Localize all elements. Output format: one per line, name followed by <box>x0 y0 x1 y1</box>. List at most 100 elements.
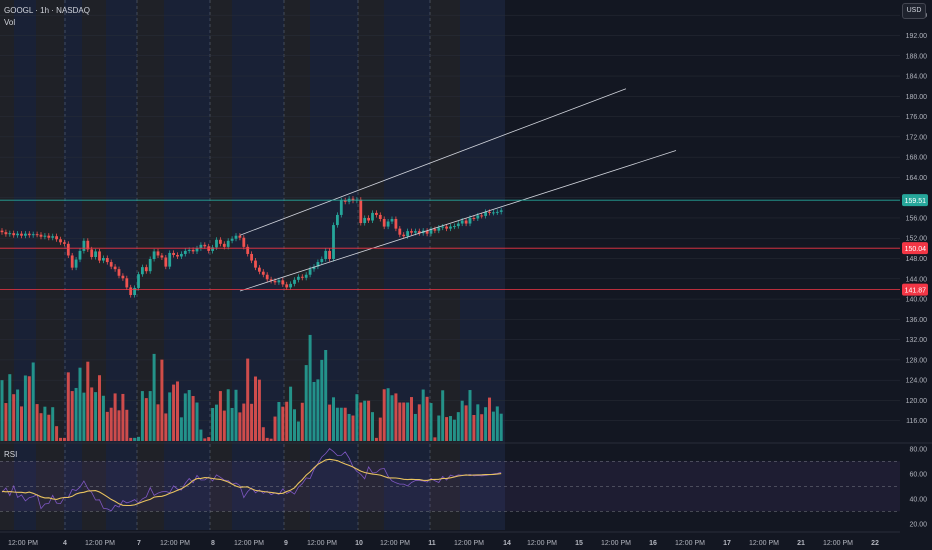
price-tick-label: 188.00 <box>906 53 928 60</box>
candle <box>238 233 242 241</box>
price-tick-label: 172.00 <box>906 134 928 141</box>
candle-body <box>31 234 35 236</box>
candle-body <box>66 243 70 256</box>
volume-bar <box>78 367 82 441</box>
candle-body <box>98 251 101 261</box>
candle <box>82 238 86 254</box>
candle-body <box>51 236 55 238</box>
volume-bar <box>437 415 441 441</box>
candle <box>293 277 296 287</box>
candle <box>156 248 160 259</box>
candle <box>66 241 70 259</box>
candle <box>234 233 238 242</box>
volume-bar <box>456 412 460 441</box>
volume-bar <box>421 389 425 441</box>
candle-body <box>59 239 62 243</box>
candle-body <box>250 253 253 261</box>
candle-body <box>476 215 480 219</box>
time-tick-label: 12:00 PM <box>749 540 779 547</box>
volume-bar <box>277 402 281 441</box>
candle-body <box>172 252 175 255</box>
price-tick-label: 156.00 <box>906 215 928 222</box>
candle <box>144 264 148 274</box>
candle-body <box>300 276 304 278</box>
candle <box>258 265 261 275</box>
volume-bar <box>47 414 51 441</box>
volume-bar <box>390 395 394 441</box>
candle <box>312 264 316 272</box>
time-tick-label: 12:00 PM <box>823 540 853 547</box>
volume-bar <box>363 400 367 441</box>
candle <box>453 223 456 230</box>
candle-body <box>343 200 347 202</box>
candle-body <box>43 235 47 237</box>
volume-bar <box>312 381 316 441</box>
candle <box>51 233 55 241</box>
price-tick-label: 192.00 <box>906 33 928 40</box>
session-band-13 <box>384 0 430 530</box>
price-tick-label: 144.00 <box>906 276 928 283</box>
candle <box>492 209 495 216</box>
volume-bar <box>187 390 191 441</box>
candle <box>12 230 16 238</box>
volume-bar <box>35 404 39 441</box>
candle-body <box>121 275 125 279</box>
candle <box>277 277 281 285</box>
volume-bar <box>324 350 328 441</box>
volume-bar <box>367 400 371 441</box>
candle-body <box>382 218 386 227</box>
volume-bar <box>425 396 429 441</box>
volume-series <box>0 334 503 441</box>
volume-bar <box>359 402 363 441</box>
volume-bar <box>308 334 312 441</box>
volume-bar <box>484 407 488 441</box>
candle-body <box>195 248 199 252</box>
time-tick-label: 12:00 PM <box>380 540 410 547</box>
candle-body <box>445 226 448 229</box>
volume-bar <box>168 392 172 441</box>
candle-body <box>417 231 421 234</box>
volume-bar <box>410 397 413 441</box>
candle-body <box>203 244 207 247</box>
candle-body <box>156 251 160 256</box>
candle <box>43 233 47 240</box>
channel-line-1 <box>239 150 677 292</box>
candle-body <box>441 226 445 228</box>
candle-body <box>316 262 320 267</box>
candle-body <box>363 217 367 224</box>
volume-bar <box>300 402 304 441</box>
candle <box>343 197 347 205</box>
candle <box>90 246 94 260</box>
candle <box>371 210 374 224</box>
currency-button[interactable]: USD <box>902 3 926 19</box>
volume-bar <box>8 374 12 441</box>
volume-bar <box>179 417 183 441</box>
candle <box>351 196 355 204</box>
price-tick-label: 128.00 <box>906 357 928 364</box>
candle-body <box>269 279 273 281</box>
candle <box>24 231 27 239</box>
candle <box>297 274 300 283</box>
volume-bar <box>148 391 152 441</box>
level-badge-support <box>902 242 928 255</box>
candle-body <box>12 233 16 236</box>
candle <box>63 239 66 247</box>
volume-bar <box>191 396 195 441</box>
candle-body <box>410 231 413 233</box>
candle <box>378 212 382 222</box>
candle <box>164 254 168 270</box>
volume-bar <box>62 437 66 441</box>
volume-bar <box>468 390 472 441</box>
candle-body <box>464 220 468 224</box>
volume-bar <box>343 407 347 441</box>
volume-bar <box>269 438 273 441</box>
price-tick-label: 148.00 <box>906 256 928 263</box>
candle <box>410 228 413 236</box>
volume-bar <box>86 361 90 441</box>
candle-body <box>406 231 409 237</box>
candle-body <box>90 249 94 257</box>
candle-body <box>246 246 250 254</box>
candle <box>86 238 90 252</box>
candle-body <box>367 217 370 221</box>
